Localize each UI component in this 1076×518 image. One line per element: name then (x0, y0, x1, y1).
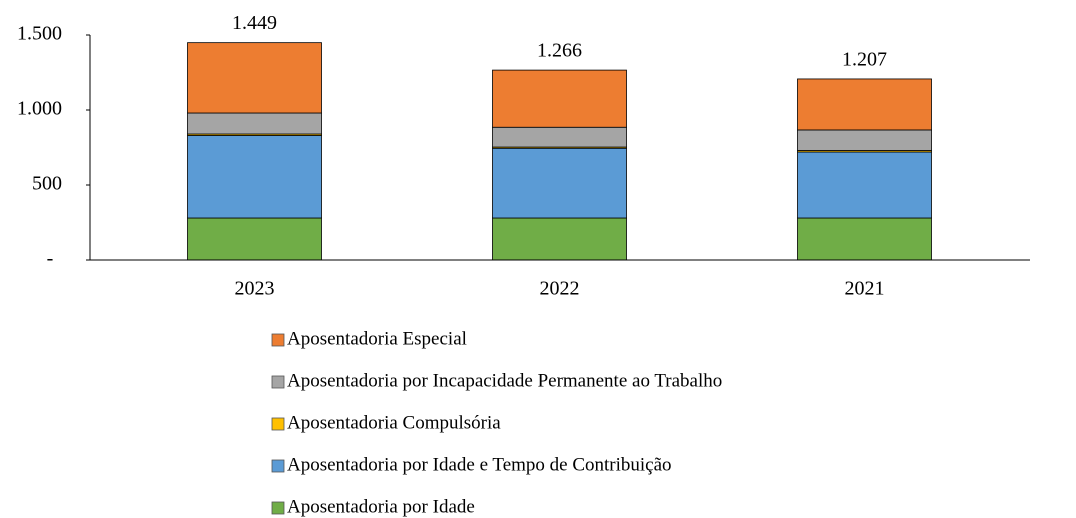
bar-segment (492, 147, 627, 219)
y-tick-label: 1.500 (17, 23, 62, 45)
legend-label: Aposentadoria por Idade (287, 496, 475, 517)
bar-segment (187, 135, 322, 219)
legend-label: Aposentadoria por Idade e Tempo de Contr… (287, 454, 672, 475)
bar-segment (187, 217, 322, 261)
bar-segment (797, 151, 932, 219)
total-label: 1.266 (537, 40, 582, 62)
legend-label: Aposentadoria Especial (287, 328, 467, 349)
legend-label: Aposentadoria Compulsória (287, 412, 501, 433)
bar-segment (492, 69, 627, 128)
bar-segment (187, 112, 322, 135)
y-tick-label: - (47, 248, 54, 270)
bar-segment (797, 78, 932, 131)
bar-segment (187, 42, 322, 114)
legend-label: Aposentadoria por Incapacidade Permanent… (287, 370, 722, 391)
total-label: 1.207 (842, 49, 887, 71)
legend-swatch (271, 501, 285, 515)
legend-swatch (271, 333, 285, 347)
total-label: 1.449 (232, 12, 277, 34)
legend-swatch (271, 459, 285, 473)
x-tick-label: 2023 (235, 278, 275, 300)
bar-segment (797, 129, 932, 151)
bar-segment (492, 126, 627, 148)
y-tick-label: 1.000 (17, 98, 62, 120)
x-tick-label: 2021 (845, 278, 885, 300)
bar-segment (797, 217, 932, 261)
bar-segment (492, 217, 627, 261)
x-tick-label: 2022 (540, 278, 580, 300)
legend-swatch (271, 375, 285, 389)
legend-swatch (271, 417, 285, 431)
y-tick-label: 500 (32, 173, 62, 195)
